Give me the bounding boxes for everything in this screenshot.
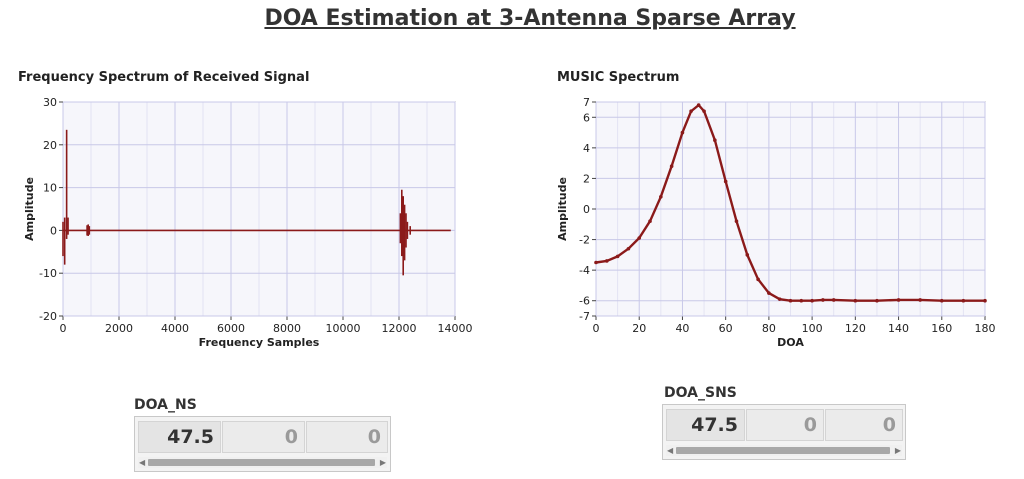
music-point — [659, 194, 663, 199]
y-axis-label: Amplitude — [556, 177, 569, 241]
x-tick-label: 100 — [802, 322, 823, 335]
music-point — [669, 164, 674, 168]
doa-sns-array[interactable]: 47.5 0 0 ◀ ▶ — [662, 404, 906, 460]
music-point — [961, 298, 966, 303]
x-tick-label: 6000 — [217, 322, 245, 335]
y-tick-label: -20 — [39, 310, 57, 323]
x-tick-label: 12000 — [382, 322, 417, 335]
music-point — [680, 130, 685, 135]
y-tick-label: -10 — [39, 267, 57, 280]
y-tick-label: 30 — [43, 96, 57, 109]
music-point — [788, 298, 793, 303]
music-point — [723, 179, 728, 184]
y-tick-label: 10 — [43, 182, 57, 195]
music-point — [939, 298, 944, 303]
scroll-left-icon[interactable]: ◀ — [139, 458, 146, 467]
music-spectrum-chart: 0 20 40 60 80 100 120 140 160 180 -7 -6 -4 -2 0 2 4 6 7 DOA… — [556, 96, 996, 349]
y-tick-label: -7 — [579, 310, 590, 323]
music-point — [696, 103, 701, 107]
y-tick-label: 20 — [43, 139, 57, 152]
y-axis-label: Amplitude — [23, 177, 36, 241]
music-point — [637, 236, 642, 240]
scroll-left-icon[interactable]: ◀ — [667, 446, 674, 455]
y-tick-label: -2 — [579, 234, 590, 247]
doa-ns-array[interactable]: 47.5 0 0 ◀ ▶ — [134, 416, 391, 472]
music-point — [875, 298, 879, 303]
y-tick-label: 6 — [583, 111, 590, 124]
doa-ns-value-2[interactable]: 0 — [306, 421, 388, 453]
freq-chart-title: Frequency Spectrum of Received Signal — [18, 70, 310, 85]
doa-ns-value-0[interactable]: 47.5 — [138, 421, 221, 453]
music-point — [896, 298, 901, 302]
x-tick-label: 20 — [632, 322, 646, 335]
music-point — [702, 109, 706, 113]
music-point — [745, 253, 750, 257]
scroll-right-icon[interactable]: ▶ — [894, 446, 901, 455]
x-tick-label: 8000 — [273, 322, 301, 335]
y-tick-label: 7 — [583, 96, 590, 109]
x-tick-label: 40 — [675, 322, 689, 335]
music-point — [799, 298, 804, 303]
frequency-spectrum-chart: 0 2000 4000 6000 8000 10000 12000 14000 -20 -10 0 1… — [23, 96, 473, 349]
doa-sns-scroll-thumb[interactable] — [676, 447, 890, 454]
doa-sns-value-0[interactable]: 47.5 — [666, 409, 745, 441]
doa-ns-value-1[interactable]: 0 — [222, 421, 305, 453]
x-tick-label: 2000 — [105, 322, 133, 335]
music-point — [713, 138, 717, 143]
y-tick-label: 4 — [583, 142, 590, 155]
doa-sns-label: DOA_SNS — [664, 385, 737, 401]
x-tick-label: 120 — [845, 322, 866, 335]
x-tick-label: 4000 — [161, 322, 189, 335]
doa-ns-label: DOA_NS — [134, 397, 197, 413]
music-point — [983, 298, 987, 303]
doa-ns-scroll-thumb[interactable] — [148, 459, 375, 466]
music-point — [594, 260, 598, 265]
music-point — [831, 298, 836, 302]
page-title: DOA Estimation at 3-Antenna Sparse Array — [264, 6, 796, 31]
music-point — [626, 246, 631, 251]
music-point — [767, 291, 771, 295]
x-axis-label: Frequency Samples — [199, 336, 320, 349]
doa-sns-value-2[interactable]: 0 — [825, 409, 903, 441]
music-point — [615, 254, 620, 259]
x-tick-label: 60 — [719, 322, 733, 335]
music-point — [853, 298, 858, 303]
music-chart-title: MUSIC Spectrum — [557, 70, 680, 85]
music-point — [821, 298, 825, 302]
music-point — [918, 298, 922, 302]
y-tick-label: -6 — [579, 295, 590, 308]
x-tick-label: 160 — [931, 322, 952, 335]
music-point — [605, 259, 609, 263]
y-tick-label: -4 — [579, 264, 590, 277]
doa-ns-scrollbar[interactable]: ◀ ▶ — [138, 457, 387, 468]
x-axis-label: DOA — [777, 336, 804, 349]
music-point — [756, 277, 760, 282]
x-tick-label: 80 — [762, 322, 776, 335]
music-point — [810, 298, 814, 303]
x-tick-label: 10000 — [326, 322, 361, 335]
x-tick-label: 0 — [593, 322, 600, 335]
x-tick-label: 180 — [975, 322, 996, 335]
music-point — [734, 219, 739, 224]
y-tick-label: 0 — [50, 224, 57, 237]
music-point — [648, 219, 652, 224]
music-point — [777, 297, 782, 301]
x-tick-label: 0 — [60, 322, 67, 335]
x-tick-label: 14000 — [438, 322, 473, 335]
doa-sns-scrollbar[interactable]: ◀ ▶ — [666, 445, 902, 456]
scroll-right-icon[interactable]: ▶ — [379, 458, 386, 467]
doa-sns-value-1[interactable]: 0 — [746, 409, 824, 441]
y-tick-label: 0 — [583, 203, 590, 216]
y-tick-label: 2 — [583, 172, 590, 185]
music-point — [689, 109, 693, 113]
x-tick-label: 140 — [888, 322, 909, 335]
